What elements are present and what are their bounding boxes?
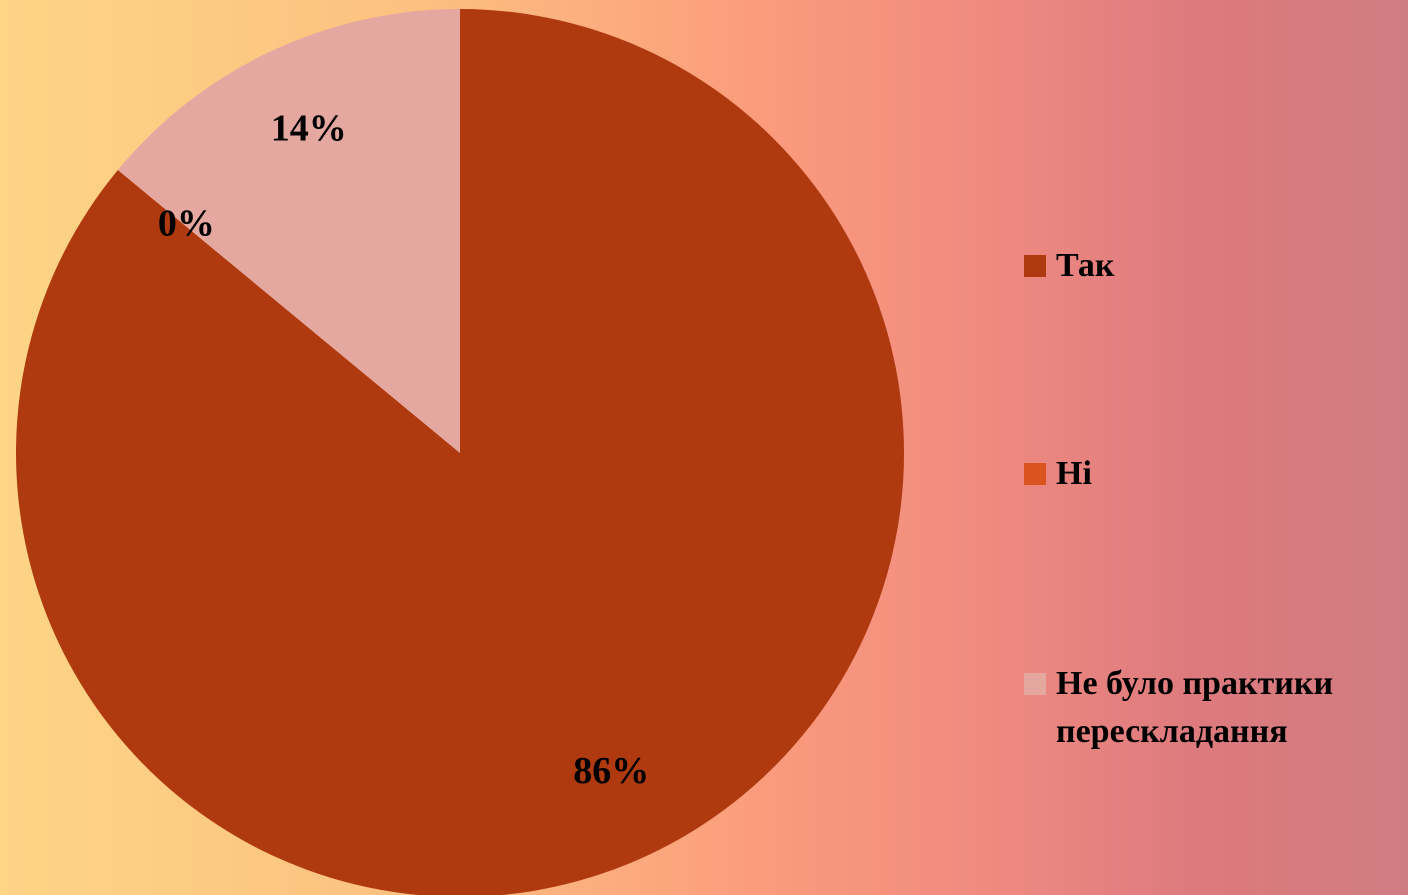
legend-label: Не було практики перескладання (1056, 665, 1334, 750)
legend-label: Так (1056, 247, 1115, 284)
pie-slice (16, 9, 904, 895)
data-label: 86% (573, 750, 649, 792)
legend-swatch (1024, 255, 1046, 277)
legend-entry: Так (1024, 242, 1386, 290)
legend-entry: Не було практики перескладання (1024, 660, 1386, 756)
legend-swatch (1024, 673, 1046, 695)
legend-label: Ні (1056, 455, 1092, 492)
data-label: 0% (158, 202, 215, 244)
legend-entry: Ні (1024, 450, 1386, 498)
data-label: 14% (271, 107, 347, 149)
legend-swatch (1024, 463, 1046, 485)
pie-slice (117, 9, 460, 453)
